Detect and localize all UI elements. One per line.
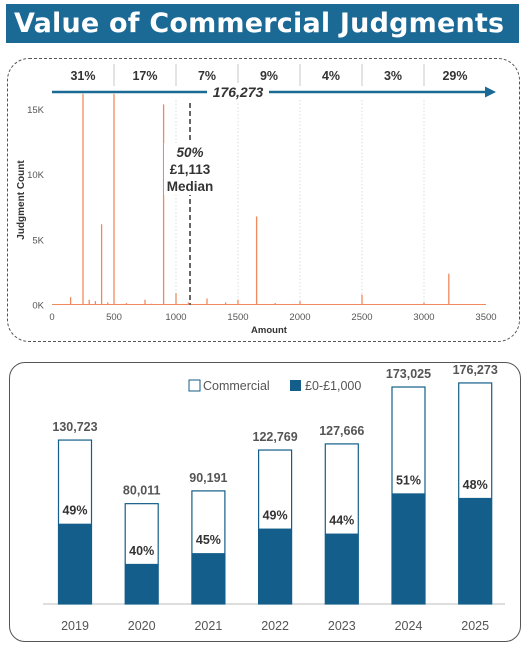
bar-low-value bbox=[458, 497, 492, 604]
band-percentage-label: 29% bbox=[442, 69, 467, 83]
bar-total-label: 173,025 bbox=[386, 367, 431, 381]
total-label: 176,273 bbox=[213, 84, 264, 100]
band-percentage-label: 4% bbox=[322, 69, 340, 83]
bar-total-label: 122,769 bbox=[253, 430, 298, 444]
histogram-axes: 0 500 1000 1500 2000 2500 3000 3500 0K 5K 10K 15K Am… bbox=[16, 105, 497, 336]
bar-percentage-label: 45% bbox=[196, 533, 221, 547]
bar-low-value bbox=[258, 528, 292, 604]
median-amount: £1,113 bbox=[170, 162, 211, 177]
bar-low-value bbox=[191, 553, 225, 604]
bar-low-value bbox=[58, 523, 92, 604]
y-axis-title: Judgment Count bbox=[16, 160, 27, 240]
median-label: Median bbox=[167, 179, 214, 194]
x-category-label: 2024 bbox=[395, 619, 423, 633]
bar-total-label: 127,666 bbox=[319, 424, 364, 438]
y-tick-label: 10K bbox=[27, 170, 45, 181]
x-category-label: 2020 bbox=[128, 619, 156, 633]
x-category-label: 2022 bbox=[261, 619, 289, 633]
band-percentage-label: 9% bbox=[260, 69, 278, 83]
bar-percentage-label: 48% bbox=[463, 478, 488, 492]
yearly-bar-panel bbox=[9, 362, 521, 642]
x-tick-label: 3000 bbox=[413, 312, 434, 323]
total-arrow-head bbox=[485, 86, 496, 98]
bar-marks: 130,723 49% 2019 80,011 40% 2020 90,191 45% 2021… bbox=[43, 363, 505, 633]
bar-low-value bbox=[125, 563, 159, 604]
median-marker: 50% £1,113 Median bbox=[164, 103, 217, 305]
band-percentage-label: 7% bbox=[198, 69, 216, 83]
legend-label-low-value: £0-£1,000 bbox=[305, 379, 361, 393]
bar-percentage-label: 40% bbox=[129, 544, 154, 558]
histogram-panel bbox=[7, 58, 520, 342]
x-tick-label: 1500 bbox=[227, 312, 248, 323]
y-tick-label: 15K bbox=[27, 105, 45, 116]
band-percentage-label: 3% bbox=[384, 69, 402, 83]
band-percentage-label: 17% bbox=[132, 69, 157, 83]
bar-percentage-label: 44% bbox=[329, 514, 354, 528]
x-category-label: 2021 bbox=[194, 619, 222, 633]
bar-total-label: 90,191 bbox=[189, 471, 227, 485]
median-label-backdrop bbox=[164, 143, 217, 195]
bar-low-value bbox=[325, 533, 359, 604]
bar-percentage-label: 49% bbox=[62, 504, 87, 518]
bar-total-label: 176,273 bbox=[453, 363, 498, 377]
median-percentage: 50% bbox=[176, 145, 203, 160]
y-tick-label: 0K bbox=[32, 301, 44, 312]
histogram-spikes bbox=[52, 93, 486, 305]
legend-label-commercial: Commercial bbox=[203, 379, 270, 393]
bar-total-label: 80,011 bbox=[123, 484, 161, 498]
x-tick-label: 1000 bbox=[165, 312, 186, 323]
x-tick-label: 0 bbox=[49, 312, 54, 323]
band-percentage-label: 31% bbox=[70, 69, 95, 83]
x-category-label: 2025 bbox=[461, 619, 489, 633]
percentage-bands: 31% 17% 7% 9% 4% 3% 29% 176,273 bbox=[52, 64, 496, 305]
legend-swatch-low-value bbox=[290, 380, 301, 391]
total-label-backdrop bbox=[207, 83, 269, 101]
bar-percentage-label: 51% bbox=[396, 473, 421, 487]
x-tick-label: 500 bbox=[106, 312, 122, 323]
legend: Commercial £0-£1,000 bbox=[188, 379, 361, 393]
bar-low-value bbox=[392, 493, 425, 604]
page-title: Value of Commercial Judgments bbox=[6, 4, 519, 43]
x-category-label: 2019 bbox=[61, 619, 89, 633]
bar-total-label: 130,723 bbox=[52, 420, 97, 434]
x-category-label: 2023 bbox=[328, 619, 356, 633]
x-tick-label: 2000 bbox=[289, 312, 310, 323]
bar-percentage-label: 49% bbox=[263, 509, 288, 523]
y-tick-label: 5K bbox=[32, 235, 44, 246]
x-tick-label: 2500 bbox=[351, 312, 372, 323]
x-tick-label: 3500 bbox=[475, 312, 496, 323]
legend-swatch-commercial bbox=[188, 379, 201, 392]
x-axis-title: Amount bbox=[251, 325, 288, 336]
